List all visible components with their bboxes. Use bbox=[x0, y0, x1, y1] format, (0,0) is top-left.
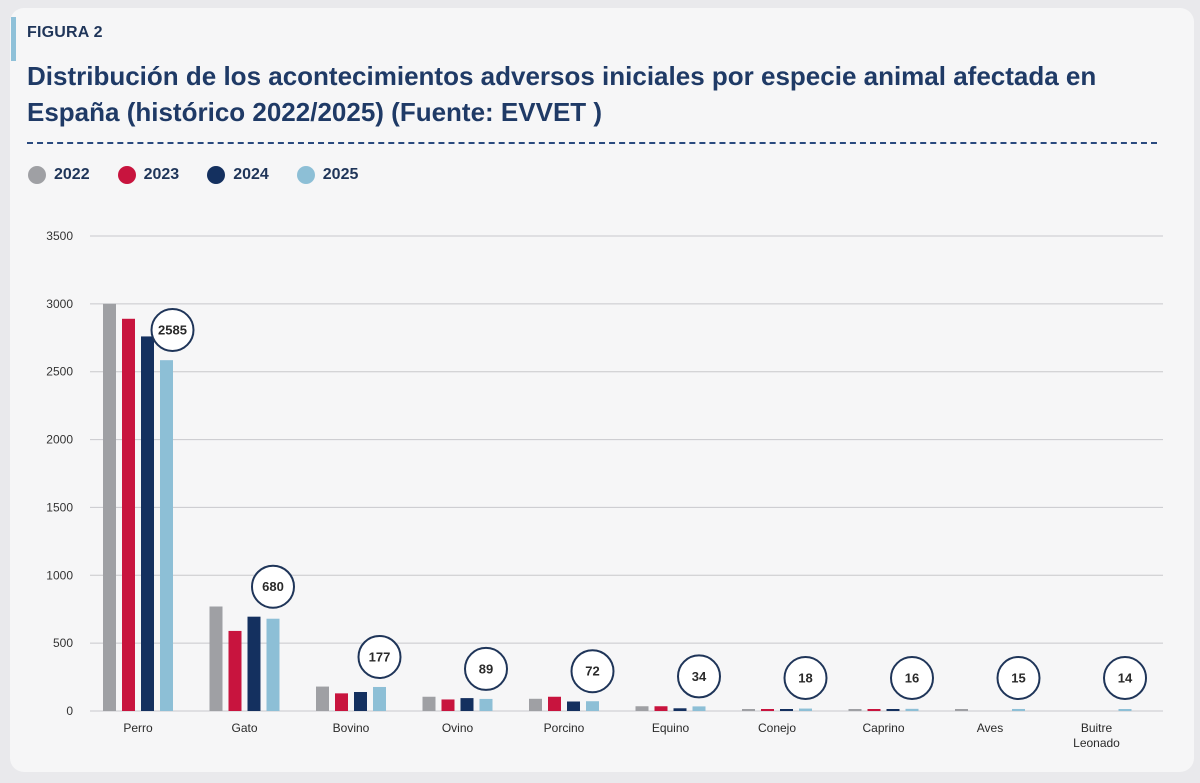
x-tick-label: Conejo bbox=[758, 721, 796, 735]
bar-2024-caprino bbox=[886, 709, 900, 711]
value-badge bbox=[1103, 656, 1147, 700]
y-tick-label: 1500 bbox=[46, 500, 73, 514]
legend-marker-2022 bbox=[28, 166, 46, 184]
legend-marker-2023 bbox=[117, 166, 136, 184]
bar-2022-bovino bbox=[316, 686, 329, 711]
value-badge bbox=[251, 564, 295, 609]
legend-item-2025: 2025 bbox=[296, 166, 359, 184]
bar-2022-porcino bbox=[529, 698, 542, 711]
value-badge bbox=[677, 654, 721, 699]
figure-label: FIGURA 2 bbox=[27, 24, 103, 41]
bar-2023-ovino bbox=[441, 699, 455, 711]
data-label: 14 bbox=[1118, 671, 1133, 686]
data-label: 16 bbox=[905, 671, 919, 686]
legend-label-2022: 2022 bbox=[54, 166, 90, 183]
title-divider bbox=[27, 142, 1157, 144]
bar-2025-perro bbox=[160, 360, 173, 711]
value-badge bbox=[890, 656, 934, 700]
y-tick-label: 1000 bbox=[46, 568, 73, 582]
x-tick-label: Bovino bbox=[333, 721, 370, 735]
bar-2025-buitre-leonado bbox=[1118, 709, 1132, 711]
x-tick-label: Aves bbox=[977, 721, 1003, 735]
bar-2022-conejo bbox=[742, 709, 755, 711]
bar-2023-gato bbox=[228, 630, 242, 711]
data-label: 89 bbox=[479, 661, 493, 676]
x-tick-label: Porcino bbox=[544, 721, 585, 735]
value-badge bbox=[996, 656, 1041, 700]
bar-2023-equino bbox=[654, 706, 668, 711]
bar-2023-bovino bbox=[335, 693, 348, 711]
bar-2025-conejo bbox=[799, 708, 812, 711]
bar-2022-perro bbox=[103, 303, 116, 711]
chart-title: Distribución de los acontecimientos adve… bbox=[27, 61, 1097, 127]
legend-item-2022: 2022 bbox=[28, 166, 90, 184]
bar-2024-bovino bbox=[354, 692, 367, 711]
y-tick-label: 500 bbox=[53, 636, 73, 650]
legend-marker-2024 bbox=[207, 166, 226, 184]
bar-2025-caprino bbox=[905, 708, 919, 711]
x-tick-label: Ovino bbox=[442, 721, 474, 735]
bar-2024-perro bbox=[141, 336, 154, 711]
legend-label-2024: 2024 bbox=[233, 166, 269, 183]
bar-2024-ovino bbox=[460, 698, 474, 711]
x-tick-label: Leonado bbox=[1073, 736, 1120, 750]
data-label: 18 bbox=[798, 671, 812, 686]
bar-2025-gato bbox=[266, 618, 280, 711]
legend-label-2025: 2025 bbox=[322, 166, 359, 183]
x-tick-label: Buitre bbox=[1081, 721, 1113, 735]
bar-2024-gato bbox=[247, 616, 261, 711]
data-label: 34 bbox=[692, 669, 707, 684]
value-badge bbox=[570, 649, 615, 694]
bar-2022-aves bbox=[955, 709, 968, 711]
data-label: 72 bbox=[585, 664, 599, 679]
bar-2023-caprino bbox=[867, 709, 881, 711]
x-tick-label: Perro bbox=[123, 721, 153, 735]
value-badge bbox=[464, 646, 508, 691]
bar-2025-aves bbox=[1012, 708, 1025, 711]
bar-2025-porcino bbox=[586, 701, 599, 711]
y-tick-label: 0 bbox=[66, 704, 73, 718]
chart-legend: 2022 2023 2024 2025 bbox=[28, 166, 358, 184]
bar-2024-porcino bbox=[567, 701, 580, 711]
legend-marker-2025 bbox=[296, 166, 315, 184]
legend-item-2023: 2023 bbox=[117, 166, 180, 184]
accent-bar bbox=[11, 17, 16, 61]
bar-2025-equino bbox=[692, 706, 706, 711]
data-label: 2585 bbox=[158, 323, 187, 338]
bar-2025-bovino bbox=[373, 686, 386, 711]
x-tick-label: Equino bbox=[652, 721, 690, 735]
bar-2024-conejo bbox=[780, 709, 793, 711]
value-badge bbox=[783, 656, 828, 700]
bar-2023-porcino bbox=[548, 696, 561, 711]
legend-label-2023: 2023 bbox=[143, 166, 180, 183]
value-badge bbox=[357, 634, 402, 679]
bar-2022-equino bbox=[635, 706, 649, 711]
y-tick-label: 2500 bbox=[46, 365, 73, 379]
figure-card bbox=[10, 8, 1194, 772]
data-label: 15 bbox=[1011, 671, 1025, 686]
x-tick-label: Caprino bbox=[862, 721, 904, 735]
data-label: 680 bbox=[262, 579, 284, 594]
y-tick-label: 3500 bbox=[46, 229, 73, 243]
x-tick-label: Gato bbox=[231, 721, 257, 735]
legend-item-2024: 2024 bbox=[207, 166, 269, 184]
bar-2023-conejo bbox=[761, 709, 774, 711]
bar-2022-ovino bbox=[422, 696, 436, 711]
bar-2025-ovino bbox=[479, 698, 493, 711]
bar-2022-gato bbox=[209, 606, 223, 711]
y-tick-label: 3000 bbox=[46, 297, 73, 311]
data-label: 177 bbox=[369, 649, 391, 664]
value-badge bbox=[150, 308, 195, 352]
bar-2024-equino bbox=[673, 708, 687, 711]
bar-2023-perro bbox=[122, 318, 135, 711]
bar-2022-caprino bbox=[848, 709, 862, 711]
y-tick-label: 2000 bbox=[46, 433, 73, 447]
